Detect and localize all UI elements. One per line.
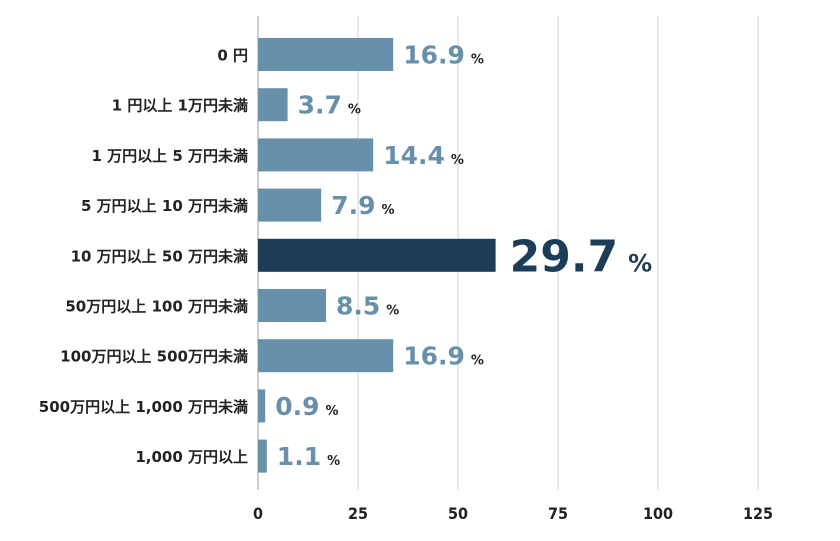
bar	[258, 238, 496, 272]
bar	[258, 38, 394, 71]
bar	[258, 439, 267, 473]
x-tick-label: 0	[253, 504, 263, 523]
category-label: 1,000 万円以上	[135, 448, 248, 466]
value-label: 1.1%	[277, 442, 340, 471]
x-tick-label: 125	[743, 504, 773, 523]
bar	[258, 188, 322, 222]
bar	[258, 289, 326, 322]
value-labels: 16.9 %3.7 %14.4 %7.9 %29.7 %8.5 %16.9 %0.9 %1.1%	[275, 41, 652, 472]
bar	[258, 339, 394, 373]
category-label: 1 円以上 1万円未満	[112, 97, 248, 115]
category-label: 0 円	[217, 47, 248, 65]
bar	[258, 88, 288, 122]
category-label: 500万円以上 1,000 万円未満	[39, 398, 248, 416]
category-label: 10 万円以上 50 万円未満	[71, 247, 248, 265]
x-axis-tick-labels: 0 25 50 75 100 125	[253, 504, 773, 523]
x-tick-label: 25	[348, 504, 368, 523]
value-label: 3.7%	[298, 91, 361, 120]
x-tick-label: 50	[448, 504, 468, 523]
value-label: 0.9%	[275, 392, 338, 421]
category-label: 5 万円以上 10 万円未満	[81, 197, 248, 215]
bar	[258, 389, 266, 423]
category-label: 1 万円以上 5 万円未満	[91, 147, 248, 165]
bars	[258, 38, 496, 473]
bar	[258, 138, 374, 172]
value-label: 14.4%	[383, 141, 464, 170]
x-tick-label: 75	[548, 504, 568, 523]
value-label: 16.9%	[403, 342, 484, 371]
category-label: 50万円以上 100 万円未満	[65, 298, 248, 316]
value-label: 8.5%	[336, 292, 399, 321]
category-label: 100万円以上 500万円未満	[60, 348, 248, 366]
x-tick-label: 100	[643, 504, 673, 523]
value-label: 29.7%	[510, 231, 653, 282]
category-labels: 0 円 1 円以上 1万円未満 1 万円以上 5 万円未満 5 万円以上 10 万円未…	[39, 47, 248, 467]
value-label: 7.9%	[331, 191, 394, 220]
value-label: 16.9%	[403, 41, 484, 70]
